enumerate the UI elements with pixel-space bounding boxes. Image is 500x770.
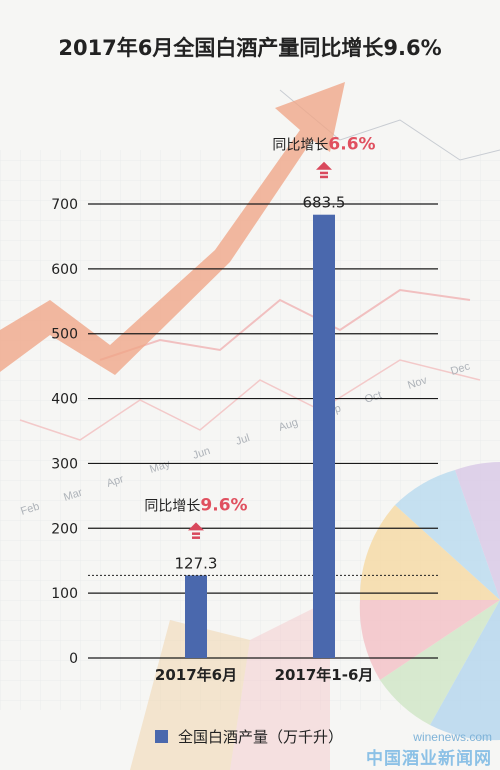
background-month-label: Mar (62, 486, 84, 503)
background-month-labels: FebMarAprMayJunJulAugSepOctNovDec (19, 360, 472, 518)
background-month-label: Nov (406, 374, 429, 392)
background-month-label: Jul (234, 432, 251, 448)
background-month-label: Feb (19, 501, 41, 518)
growth-label: 同比增长 (272, 138, 328, 154)
gridlines (88, 203, 438, 659)
background-month-label: Aug (277, 416, 299, 433)
growth-arrow-icon (188, 522, 204, 531)
background-month-label: Apr (105, 473, 125, 490)
legend: 全国白酒产量（万千升） (155, 726, 343, 746)
background-month-label: Oct (363, 389, 383, 406)
y-tick-label: 200 (51, 521, 78, 537)
growth-value: 6.6% (328, 135, 375, 155)
growth-arrow-stripe (192, 532, 200, 535)
data-label: 683.5 (303, 194, 346, 212)
y-tick-label: 100 (51, 586, 78, 602)
bars: 127.3同比增长9.6%2017年6月683.5同比增长6.6%2017年1-… (88, 135, 438, 684)
y-tick-label: 300 (51, 456, 78, 472)
growth-arrow-icon (316, 161, 332, 170)
bar (185, 575, 207, 658)
growth-arrow-stripe (320, 171, 328, 175)
bar (313, 214, 335, 659)
trend-arrow (0, 82, 345, 375)
watermark-site: 中国酒业新闻网 (366, 749, 492, 769)
x-tick-label: 2017年1-6月 (275, 666, 374, 684)
data-label: 127.3 (175, 554, 218, 572)
background-month-label: Dec (449, 360, 472, 378)
y-tick-label: 700 (51, 197, 78, 213)
growth-label: 同比增长 (144, 498, 200, 514)
y-tick-label: 400 (51, 392, 78, 408)
legend-swatch (155, 729, 168, 743)
watermark-url: winenews.com (413, 730, 492, 744)
growth-annotation: 同比增长6.6% (272, 135, 375, 155)
legend-label: 全国白酒产量（万千升） (178, 727, 344, 746)
x-tick-label: 2017年6月 (155, 666, 237, 684)
background-month-label: Jun (191, 445, 212, 462)
growth-annotation: 同比增长9.6% (144, 495, 247, 515)
chart-title: 2017年6月全国白酒产量同比增长9.6% (58, 36, 442, 60)
y-tick-label: 0 (69, 651, 78, 667)
growth-value: 9.6% (200, 495, 247, 515)
y-tick-label: 500 (51, 327, 78, 343)
y-axis-ticks: 0 100 200 300 400 500 600 700 (51, 197, 78, 667)
growth-arrow-stripe (192, 536, 200, 539)
growth-arrow-stripe (320, 175, 328, 179)
y-tick-label: 600 (51, 262, 78, 278)
